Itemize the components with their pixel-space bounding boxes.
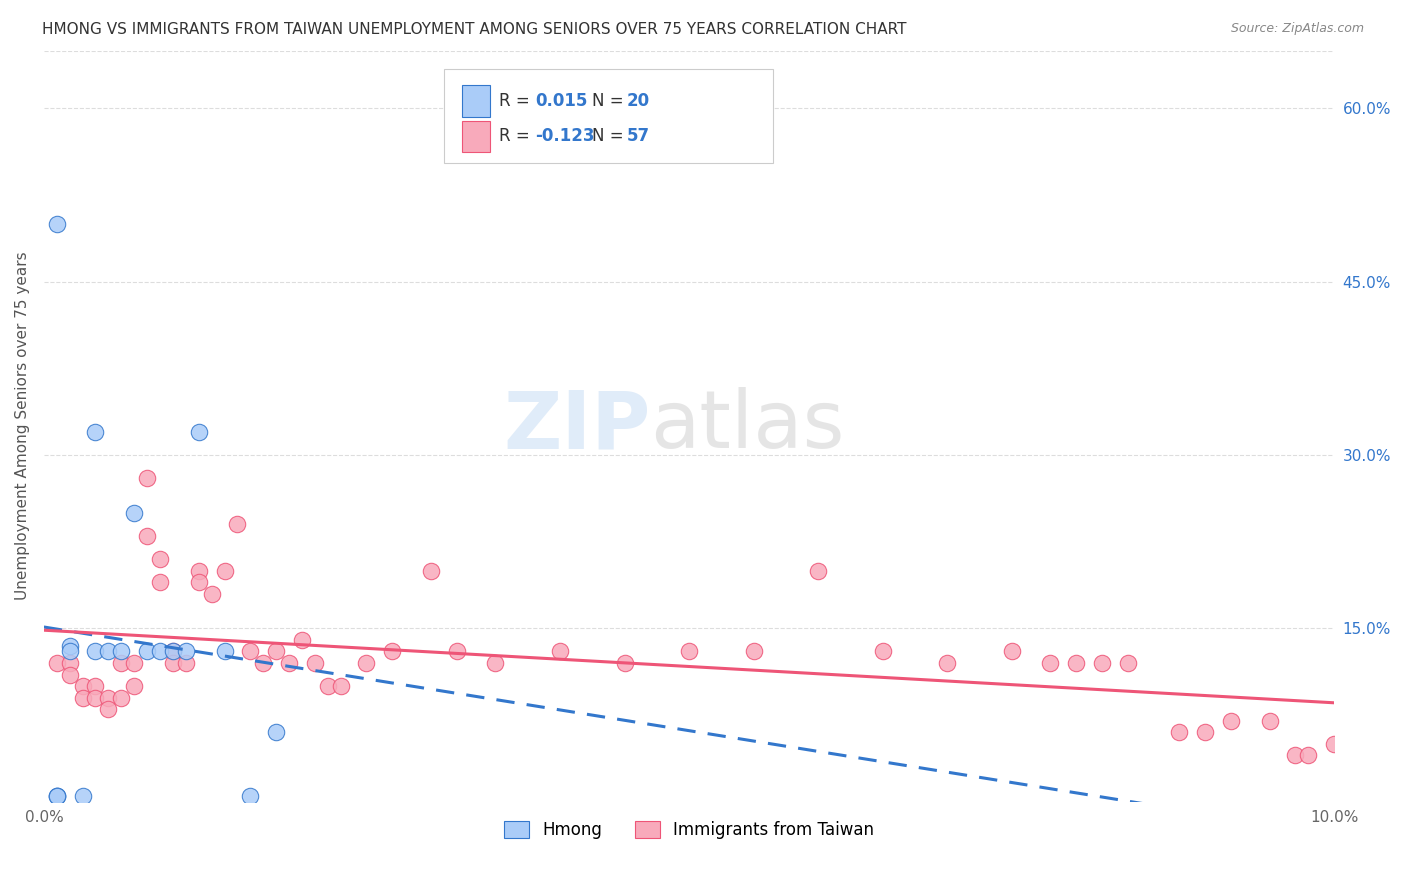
Point: [72, 789, 94, 803]
Point: [420, 564, 443, 578]
Point: [45, 789, 67, 803]
Point: [214, 644, 236, 658]
Point: [1323, 737, 1346, 751]
Y-axis label: Unemployment Among Seniors over 75 years: Unemployment Among Seniors over 75 years: [15, 252, 30, 600]
Text: 0.015: 0.015: [536, 92, 588, 110]
Point: [1039, 656, 1062, 670]
Point: [548, 644, 571, 658]
FancyBboxPatch shape: [444, 70, 773, 163]
Point: [1116, 656, 1139, 670]
Text: N =: N =: [592, 128, 628, 145]
Point: [1091, 656, 1114, 670]
FancyBboxPatch shape: [463, 120, 491, 152]
Point: [59, 667, 82, 681]
Point: [936, 656, 959, 670]
Point: [1284, 748, 1306, 763]
Point: [136, 471, 159, 485]
Point: [45, 217, 67, 231]
Point: [239, 644, 262, 658]
Point: [807, 564, 830, 578]
Point: [381, 644, 404, 658]
Point: [174, 656, 197, 670]
Point: [59, 639, 82, 653]
Point: [1219, 714, 1241, 728]
Point: [226, 517, 249, 532]
Text: -0.123: -0.123: [536, 128, 595, 145]
Point: [174, 644, 197, 658]
Point: [446, 644, 468, 658]
Point: [162, 656, 184, 670]
Point: [149, 552, 172, 566]
Point: [72, 679, 94, 693]
Point: [872, 644, 894, 658]
Point: [278, 656, 301, 670]
Point: [136, 529, 159, 543]
Text: 20: 20: [627, 92, 650, 110]
Point: [110, 656, 132, 670]
Point: [1064, 656, 1087, 670]
Point: [149, 644, 172, 658]
Point: [84, 679, 107, 693]
Text: N =: N =: [592, 92, 628, 110]
Point: [187, 575, 209, 590]
Text: ZIP: ZIP: [503, 387, 651, 465]
Legend: Hmong, Immigrants from Taiwan: Hmong, Immigrants from Taiwan: [496, 814, 882, 846]
Point: [162, 644, 184, 658]
Point: [59, 644, 82, 658]
Point: [84, 425, 107, 439]
Point: [484, 656, 506, 670]
Point: [1194, 725, 1216, 739]
Point: [122, 679, 145, 693]
Point: [110, 644, 132, 658]
Point: [122, 656, 145, 670]
Point: [162, 644, 184, 658]
Point: [329, 679, 352, 693]
Point: [187, 425, 209, 439]
Text: Source: ZipAtlas.com: Source: ZipAtlas.com: [1230, 22, 1364, 36]
Point: [149, 575, 172, 590]
Point: [291, 632, 314, 647]
Point: [264, 644, 287, 658]
Point: [97, 644, 120, 658]
Point: [264, 725, 287, 739]
Point: [356, 656, 378, 670]
Point: [122, 506, 145, 520]
Point: [72, 690, 94, 705]
FancyBboxPatch shape: [463, 86, 491, 117]
Text: 57: 57: [627, 128, 650, 145]
Point: [110, 690, 132, 705]
Point: [252, 656, 274, 670]
Point: [84, 690, 107, 705]
Point: [59, 656, 82, 670]
Point: [84, 644, 107, 658]
Point: [304, 656, 326, 670]
Point: [678, 644, 700, 658]
Point: [239, 789, 262, 803]
Point: [187, 564, 209, 578]
Text: R =: R =: [499, 92, 536, 110]
Point: [1298, 748, 1320, 763]
Point: [1258, 714, 1281, 728]
Point: [613, 656, 636, 670]
Point: [1168, 725, 1191, 739]
Point: [45, 789, 67, 803]
Text: R =: R =: [499, 128, 536, 145]
Point: [45, 656, 67, 670]
Point: [316, 679, 339, 693]
Point: [1000, 644, 1022, 658]
Point: [136, 644, 159, 658]
Point: [45, 789, 67, 803]
Text: HMONG VS IMMIGRANTS FROM TAIWAN UNEMPLOYMENT AMONG SENIORS OVER 75 YEARS CORRELA: HMONG VS IMMIGRANTS FROM TAIWAN UNEMPLOY…: [42, 22, 907, 37]
Point: [214, 564, 236, 578]
Point: [97, 690, 120, 705]
Text: atlas: atlas: [651, 387, 845, 465]
Point: [201, 587, 224, 601]
Point: [742, 644, 765, 658]
Point: [97, 702, 120, 716]
